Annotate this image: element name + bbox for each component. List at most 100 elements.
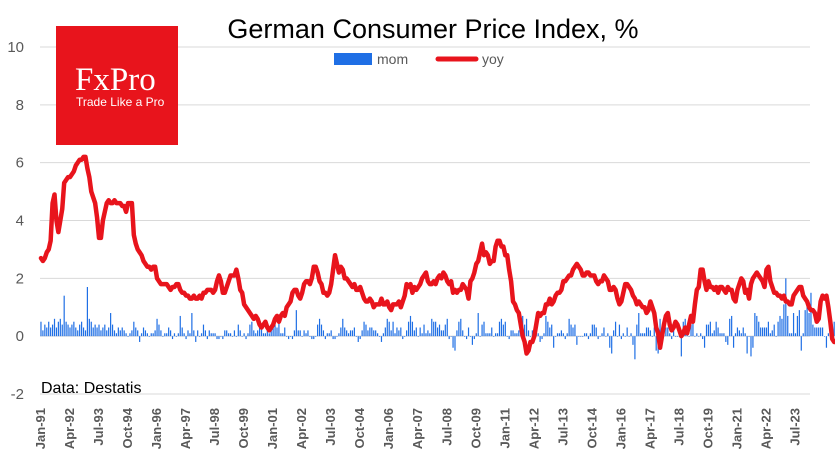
mom-bar bbox=[181, 327, 183, 337]
mom-bar bbox=[150, 333, 152, 337]
mom-bar bbox=[440, 330, 443, 337]
mom-bar bbox=[777, 321, 779, 337]
mom-bar bbox=[189, 333, 191, 337]
mom-bar bbox=[344, 327, 346, 337]
mom-bar bbox=[326, 333, 328, 337]
mom-bar bbox=[210, 333, 212, 337]
mom-bar bbox=[444, 324, 446, 337]
mom-bar bbox=[117, 327, 119, 337]
mom-bar bbox=[169, 330, 172, 337]
y-tick-label-1: 0 bbox=[16, 328, 24, 345]
mom-bar bbox=[119, 330, 121, 337]
x-tick-label-2: Jul-93 bbox=[91, 408, 106, 446]
mom-bar bbox=[578, 336, 580, 337]
mom-bar bbox=[156, 318, 158, 337]
mom-bar bbox=[77, 330, 79, 337]
mom-bar bbox=[50, 327, 52, 337]
mom-bar bbox=[760, 327, 762, 337]
mom-bar bbox=[425, 333, 427, 337]
mom-bar bbox=[518, 330, 520, 337]
mom-bar bbox=[84, 330, 87, 337]
mom-bar bbox=[193, 330, 195, 337]
mom-bar bbox=[752, 336, 754, 348]
mom-bar bbox=[144, 330, 147, 337]
mom-bar bbox=[90, 321, 92, 337]
mom-bar bbox=[332, 336, 334, 340]
mom-bar bbox=[262, 333, 265, 337]
mom-bar bbox=[547, 321, 549, 337]
mom-bar bbox=[556, 333, 559, 337]
mom-bar bbox=[698, 336, 700, 337]
mom-bar bbox=[286, 336, 288, 337]
mom-bar bbox=[630, 333, 632, 337]
mom-bar bbox=[821, 327, 824, 337]
mom-bar bbox=[496, 333, 499, 337]
mom-bar bbox=[431, 318, 433, 337]
mom-bar bbox=[558, 333, 561, 337]
mom-bar bbox=[531, 330, 533, 337]
mom-bar bbox=[785, 278, 787, 337]
mom-bar bbox=[481, 324, 483, 337]
mom-bar bbox=[148, 336, 150, 337]
mom-bar bbox=[510, 330, 512, 337]
mom-bar bbox=[398, 330, 400, 337]
mom-bar bbox=[137, 330, 139, 337]
mom-bar bbox=[96, 327, 98, 337]
mom-bar bbox=[253, 330, 255, 337]
mom-bar bbox=[665, 327, 667, 337]
mom-bar bbox=[611, 336, 613, 354]
mom-bar bbox=[199, 336, 201, 337]
mom-bar bbox=[820, 327, 822, 337]
mom-bar bbox=[423, 324, 425, 337]
x-tick-label-0: Jan-91 bbox=[33, 408, 48, 449]
x-tick-label-1: Apr-92 bbox=[62, 408, 77, 449]
mom-bar bbox=[208, 330, 210, 337]
mom-bar bbox=[257, 330, 259, 337]
mom-bar bbox=[303, 330, 305, 337]
mom-bar bbox=[340, 327, 342, 337]
mom-bar bbox=[61, 324, 63, 337]
mom-bar bbox=[42, 330, 44, 337]
mom-bar bbox=[110, 313, 112, 337]
mom-bar bbox=[197, 330, 199, 337]
mom-bar bbox=[351, 330, 354, 337]
mom-bar bbox=[705, 324, 708, 337]
legend-swatch-mom bbox=[334, 53, 372, 65]
mom-bar bbox=[371, 327, 373, 337]
mom-bar bbox=[545, 315, 547, 337]
mom-bar bbox=[707, 324, 710, 337]
mom-bar bbox=[527, 330, 530, 337]
mom-bar bbox=[769, 333, 771, 337]
mom-bar bbox=[591, 324, 593, 337]
mom-bar bbox=[719, 333, 721, 337]
mom-bar bbox=[224, 330, 226, 337]
mom-bar bbox=[142, 327, 145, 337]
mom-bar bbox=[740, 333, 742, 337]
mom-bar bbox=[133, 321, 135, 337]
mom-bar bbox=[554, 336, 557, 337]
mom-bar bbox=[543, 333, 545, 337]
mom-bar bbox=[651, 336, 653, 337]
legend-label-yoy: yoy bbox=[482, 51, 504, 67]
mom-bar bbox=[291, 336, 294, 340]
mom-bar bbox=[433, 321, 435, 337]
mom-bar bbox=[400, 327, 402, 337]
mom-bar bbox=[529, 336, 532, 337]
mom-bar bbox=[560, 330, 562, 337]
mom-bar bbox=[568, 318, 570, 337]
mom-bar bbox=[226, 330, 228, 337]
mom-bar bbox=[808, 313, 810, 337]
mom-bar bbox=[823, 336, 826, 337]
mom-bar bbox=[419, 327, 421, 337]
mom-bar bbox=[220, 336, 222, 337]
mom-bar bbox=[355, 336, 357, 337]
mom-bar bbox=[260, 324, 263, 337]
chart-title: German Consumer Price Index, % bbox=[227, 14, 638, 44]
mom-bar bbox=[796, 315, 799, 337]
mom-bar bbox=[177, 333, 179, 337]
mom-bar bbox=[756, 315, 758, 337]
mom-bar bbox=[715, 321, 717, 337]
mom-bar bbox=[688, 336, 690, 337]
mom-bar bbox=[289, 336, 292, 337]
mom-bar bbox=[798, 310, 800, 337]
